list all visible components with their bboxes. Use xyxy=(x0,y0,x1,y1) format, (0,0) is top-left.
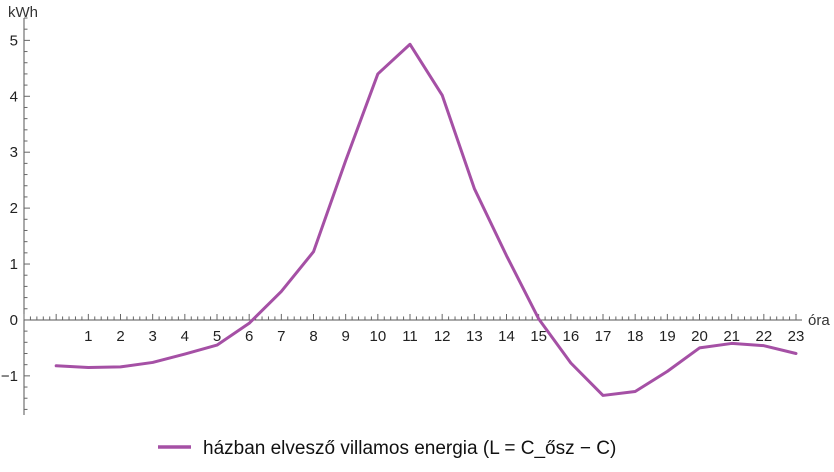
x-tick-label: 10 xyxy=(369,328,386,345)
x-tick-label: 17 xyxy=(595,328,612,345)
y-tick-label: 3 xyxy=(10,144,18,161)
x-axis-title: óra xyxy=(808,312,830,329)
x-tick-label: 7 xyxy=(277,328,285,345)
x-tick-label: 22 xyxy=(755,328,772,345)
y-tick-label: 0 xyxy=(10,312,18,329)
series-line xyxy=(54,42,798,397)
x-tick-label: 9 xyxy=(341,328,349,345)
x-tick-label: 16 xyxy=(562,328,579,345)
x-tick-label: 2 xyxy=(116,328,124,345)
series-layer xyxy=(54,42,798,397)
x-tick-label: 15 xyxy=(530,328,547,345)
x-tick-label: 5 xyxy=(213,328,221,345)
x-tick-label: 19 xyxy=(659,328,676,345)
legend: házban elvesző villamos energia (L = C_ő… xyxy=(158,438,616,459)
x-tick-label: 3 xyxy=(148,328,156,345)
x-ticks: 1 2 3 4 5 6 7 8 9 10 11 12 13 14 15 16 17 18 19 20 21 22 23 xyxy=(23,313,805,345)
y-ticks: −1 0 1 2 3 4 5 xyxy=(1,17,30,410)
x-tick-label: 21 xyxy=(723,328,740,345)
x-tick-label: 1 xyxy=(84,328,92,345)
x-tick-label: 13 xyxy=(466,328,483,345)
y-axis-title: kWh xyxy=(8,4,38,21)
y-tick-label: 4 xyxy=(10,88,18,105)
y-tick-label: 5 xyxy=(10,32,18,49)
y-tick-label: 2 xyxy=(10,200,18,217)
x-tick-label: 11 xyxy=(402,328,418,345)
x-tick-label: 18 xyxy=(627,328,644,345)
x-tick-label: 23 xyxy=(788,328,805,345)
y-tick-label: −1 xyxy=(1,368,18,385)
x-tick-label: 8 xyxy=(309,328,317,345)
x-tick-label: 4 xyxy=(181,328,189,345)
legend-label: házban elvesző villamos energia (L = C_ő… xyxy=(203,438,616,459)
x-tick-label: 14 xyxy=(498,328,515,345)
x-tick-label: 12 xyxy=(434,328,451,345)
x-tick-label: 6 xyxy=(245,328,253,345)
axes: 1 2 3 4 5 6 7 8 9 10 11 12 13 14 15 16 17 18 19 20 21 22 23 −1… xyxy=(1,4,830,415)
x-tick-label: 20 xyxy=(691,328,708,345)
y-tick-label: 1 xyxy=(10,256,18,273)
